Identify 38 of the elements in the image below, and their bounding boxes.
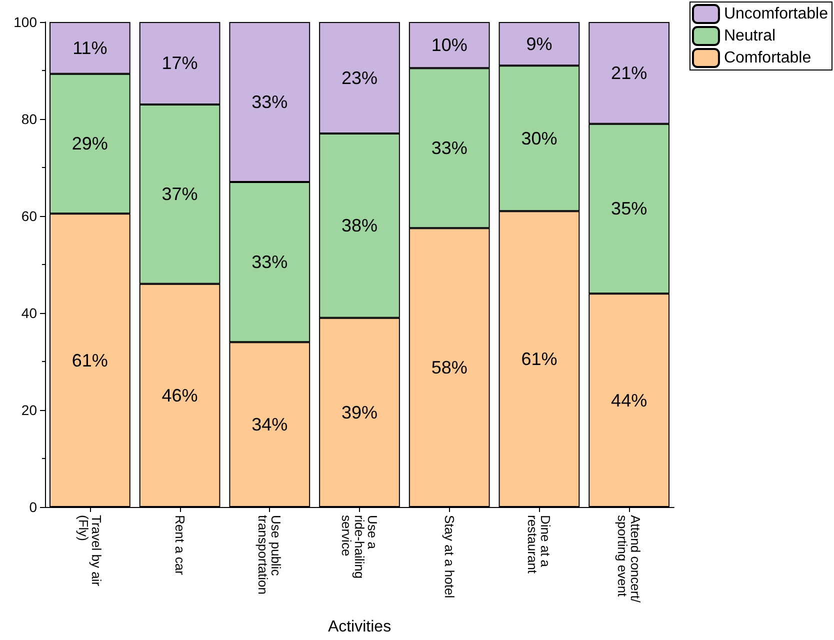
legend-label: Uncomfortable bbox=[724, 6, 828, 22]
y-tick-label: 0 bbox=[29, 499, 38, 515]
data-label: 23% bbox=[341, 68, 378, 88]
legend-label: Neutral bbox=[724, 28, 776, 44]
y-tick-label: 20 bbox=[21, 402, 38, 418]
data-label: 39% bbox=[341, 402, 378, 422]
x-tick-label: Travel by air (Fly) bbox=[76, 515, 104, 590]
data-label: 44% bbox=[611, 390, 648, 410]
x-tick-label: Use public transportation bbox=[256, 515, 284, 594]
data-label: 33% bbox=[252, 92, 288, 112]
data-label: 30% bbox=[521, 128, 558, 148]
x-tick-label: Use a ride-hailing service bbox=[339, 515, 380, 582]
x-tick-label: Stay at a hotel bbox=[442, 515, 457, 598]
x-tick-label: Attend concert/sporting event bbox=[615, 515, 644, 603]
data-label: 37% bbox=[162, 184, 198, 204]
x-tick-label: Dine at a restaurant bbox=[525, 515, 554, 574]
data-label: 58% bbox=[431, 358, 468, 378]
data-label: 21% bbox=[611, 62, 648, 83]
y-tick-label: 60 bbox=[21, 208, 38, 224]
data-label: 9% bbox=[526, 34, 552, 54]
x-tick-label: Rent a car bbox=[172, 515, 188, 576]
data-label: 46% bbox=[162, 385, 198, 406]
y-tick-label: 80 bbox=[21, 111, 38, 127]
data-label: 38% bbox=[341, 216, 378, 236]
data-label: 35% bbox=[611, 198, 648, 219]
data-label: 34% bbox=[252, 414, 288, 435]
data-label: 11% bbox=[72, 38, 108, 58]
data-label: 33% bbox=[252, 252, 288, 272]
data-label: 33% bbox=[431, 138, 468, 158]
y-tick-label: 100 bbox=[14, 14, 38, 30]
data-label: 61% bbox=[521, 349, 558, 370]
x-axis-title: Activities bbox=[328, 618, 392, 636]
data-label: 61% bbox=[72, 350, 108, 370]
data-label: 17% bbox=[162, 53, 198, 74]
y-tick-label: 40 bbox=[21, 305, 38, 321]
legend-label: Comfortable bbox=[724, 50, 812, 66]
data-label: 29% bbox=[72, 134, 108, 154]
data-label: 10% bbox=[431, 35, 468, 56]
